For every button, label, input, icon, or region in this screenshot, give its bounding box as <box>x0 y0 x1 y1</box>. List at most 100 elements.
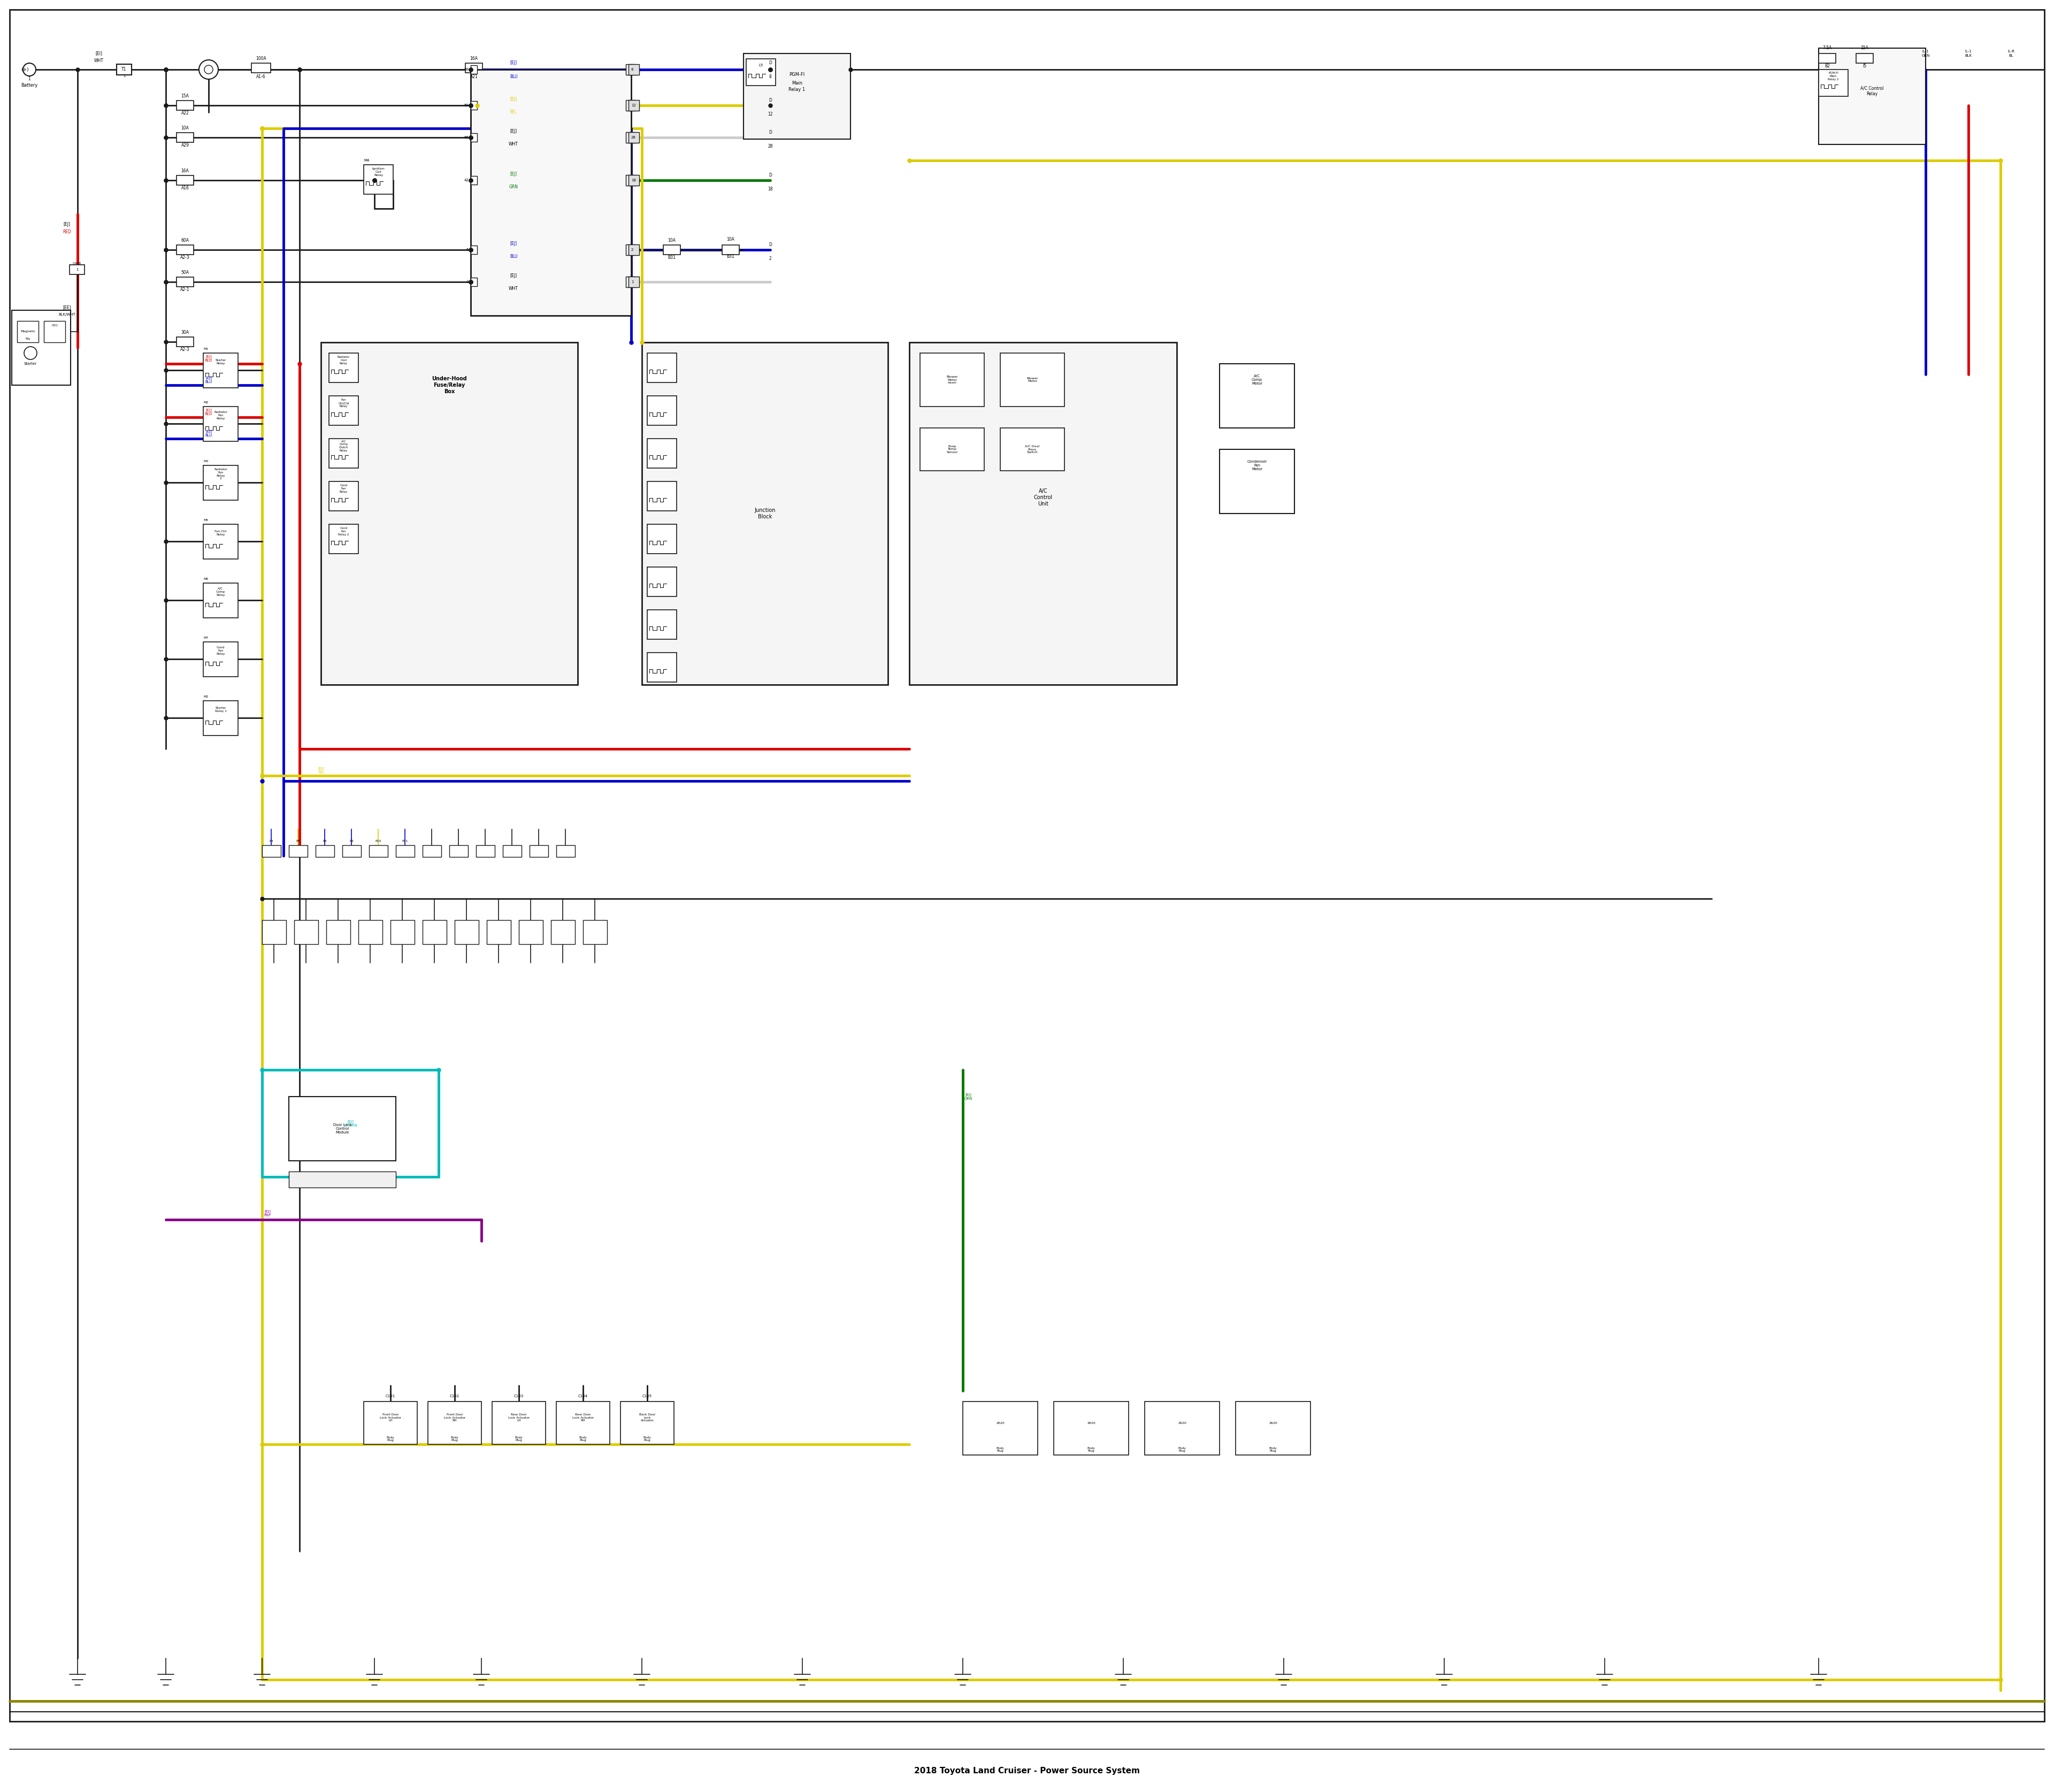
Text: 12: 12 <box>768 111 772 116</box>
Text: 59: 59 <box>464 68 468 72</box>
Bar <box>1237 1401 1310 1455</box>
Bar <box>647 525 676 554</box>
Text: P5: P5 <box>296 840 300 842</box>
Text: PGM-FI
Main
Relay 2: PGM-FI Main Relay 2 <box>1828 72 1838 81</box>
Text: B31: B31 <box>668 256 676 260</box>
Bar <box>1818 70 1849 97</box>
Text: [EJ]: [EJ] <box>509 172 518 176</box>
Text: C408: C408 <box>72 262 82 265</box>
Text: 2: 2 <box>631 249 633 251</box>
Bar <box>177 133 193 142</box>
Bar <box>503 846 522 857</box>
Text: [EJ]: [EJ] <box>509 129 518 133</box>
Text: P8: P8 <box>322 840 327 842</box>
Bar <box>329 353 357 382</box>
Bar <box>329 482 357 511</box>
Text: M2: M2 <box>203 401 207 403</box>
Text: BLK/WHT: BLK/WHT <box>58 314 76 315</box>
Text: A/C
Comp
Motor: A/C Comp Motor <box>1251 375 1263 385</box>
Bar <box>487 919 511 944</box>
Bar <box>530 846 548 857</box>
Bar <box>203 466 238 500</box>
Text: 2018 Toyota Land Cruiser - Power Source System: 2018 Toyota Land Cruiser - Power Source … <box>914 1767 1140 1774</box>
Text: 2620: 2620 <box>1087 1421 1095 1425</box>
Bar <box>396 846 415 857</box>
Text: WHT: WHT <box>94 57 105 63</box>
Text: C104: C104 <box>577 1394 587 1398</box>
Text: D: D <box>768 242 772 247</box>
Text: Body
Plug: Body Plug <box>579 1435 587 1443</box>
Text: [EJ]: [EJ] <box>509 61 518 66</box>
Bar <box>626 244 635 254</box>
Bar <box>470 278 477 287</box>
Bar <box>329 525 357 554</box>
Text: 28: 28 <box>631 136 637 140</box>
Text: C102: C102 <box>450 1394 460 1398</box>
Text: Radiator
Cool
Relay: Radiator Cool Relay <box>337 357 349 366</box>
Text: [EJ]
RED: [EJ] RED <box>205 355 212 362</box>
Text: [EJ]
GRN: [EJ] GRN <box>963 1093 972 1100</box>
Text: Starter: Starter <box>25 362 37 366</box>
Text: Back Door
Lock
Actuator: Back Door Lock Actuator <box>639 1414 655 1423</box>
Bar <box>466 63 483 73</box>
Text: Body
Plug: Body Plug <box>1087 1446 1095 1453</box>
Text: YEL: YEL <box>509 109 518 115</box>
Text: 15A: 15A <box>181 93 189 99</box>
Text: 30A: 30A <box>181 330 189 335</box>
Bar <box>620 1401 674 1444</box>
Text: Front Door
Lock Actuator
RH: Front Door Lock Actuator RH <box>444 1414 466 1423</box>
Bar <box>290 846 308 857</box>
Text: C105: C105 <box>643 1394 651 1398</box>
Text: 12: 12 <box>631 104 637 108</box>
Text: 18: 18 <box>631 179 637 181</box>
Text: A21: A21 <box>470 75 479 79</box>
Bar <box>329 439 357 468</box>
Text: Fan Ctrl
Relay: Fan Ctrl Relay <box>216 530 226 536</box>
Bar <box>647 353 676 382</box>
Circle shape <box>203 65 214 73</box>
Text: 1: 1 <box>29 77 31 82</box>
Text: A2-1: A2-1 <box>181 287 189 292</box>
Text: Radiator
Fan
Relay: Radiator Fan Relay <box>214 410 228 419</box>
Bar <box>647 396 676 425</box>
Bar <box>647 566 676 597</box>
Text: [EJ]: [EJ] <box>509 97 518 102</box>
Bar <box>647 482 676 511</box>
Circle shape <box>25 346 37 360</box>
Circle shape <box>199 59 218 79</box>
Bar <box>343 846 362 857</box>
Circle shape <box>23 63 35 75</box>
Text: 2620: 2620 <box>996 1421 1004 1425</box>
Bar <box>263 919 286 944</box>
Text: D: D <box>768 99 772 102</box>
Bar <box>12 310 70 385</box>
Bar <box>203 701 238 735</box>
Text: A29: A29 <box>181 143 189 149</box>
Text: PGM-FI: PGM-FI <box>789 72 805 77</box>
Bar <box>16 321 39 342</box>
Bar <box>70 265 84 274</box>
Text: [EJ]: [EJ] <box>509 272 518 278</box>
Text: M5: M5 <box>203 518 207 521</box>
Text: A/C Control
Relay: A/C Control Relay <box>1861 86 1884 97</box>
Text: 5: 5 <box>466 249 468 251</box>
Bar <box>647 609 676 640</box>
Bar <box>626 65 635 75</box>
Text: Body
Plug: Body Plug <box>1179 1446 1185 1453</box>
Text: Body
Plug: Body Plug <box>516 1435 524 1443</box>
Text: M3: M3 <box>203 461 207 462</box>
Text: I5: I5 <box>1863 65 1867 68</box>
Text: C103: C103 <box>514 1394 524 1398</box>
Text: Blower
Motor
Assm: Blower Motor Assm <box>947 375 957 383</box>
Bar <box>454 919 479 944</box>
Text: Radiator
Fan
Relay
2: Radiator Fan Relay 2 <box>214 468 228 480</box>
Text: Main: Main <box>791 81 803 86</box>
Text: 15A: 15A <box>1861 47 1869 50</box>
Bar <box>117 65 131 75</box>
Bar <box>641 342 887 685</box>
Text: 59: 59 <box>464 104 468 108</box>
Bar <box>203 525 238 559</box>
Text: WHT: WHT <box>509 142 518 147</box>
Text: IL-1
GRN: IL-1 GRN <box>1920 50 1931 57</box>
Text: B31: B31 <box>727 254 735 260</box>
